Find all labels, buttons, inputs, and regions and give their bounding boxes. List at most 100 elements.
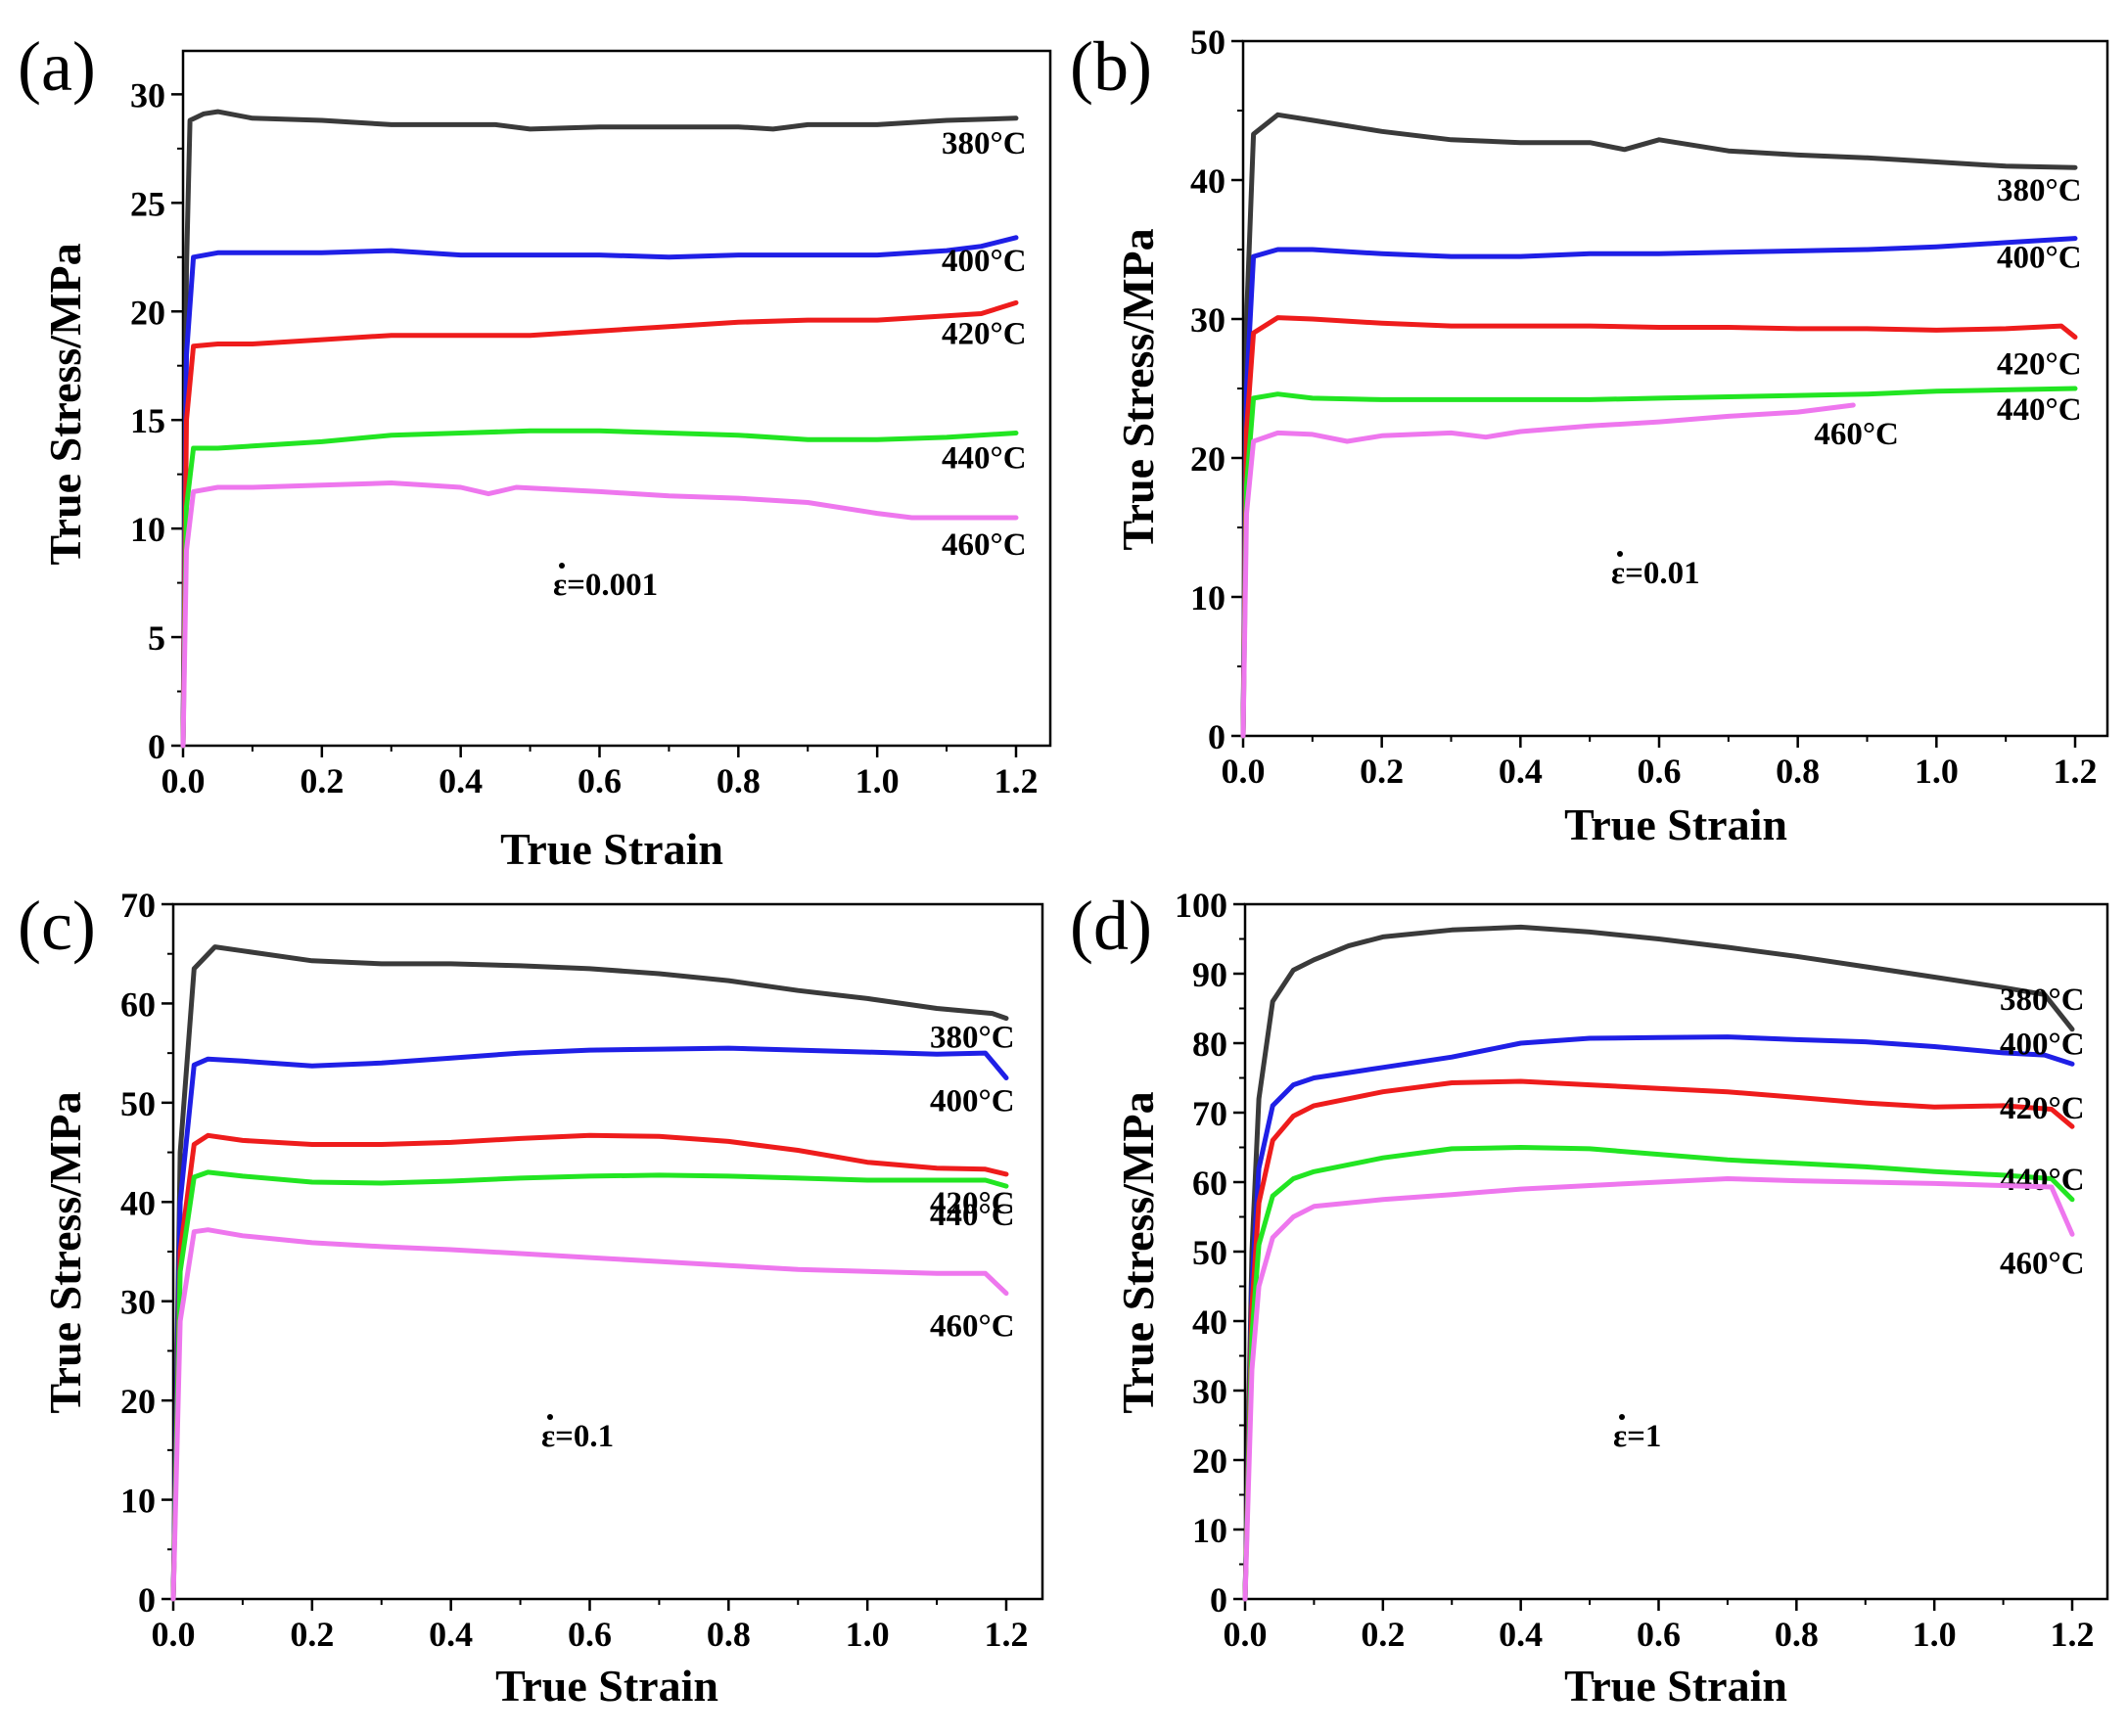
x-tick-label: 1.2 xyxy=(985,1615,1029,1654)
series-line-440 xyxy=(1242,1145,2075,1602)
series-line-440 xyxy=(180,428,1019,749)
x-tick-label: 0.2 xyxy=(1361,1615,1405,1654)
series-line-420 xyxy=(1240,315,2078,739)
x-tick-label: 1.0 xyxy=(1913,1615,1957,1654)
x-tick-label: 0.4 xyxy=(439,761,483,800)
series-label: 400°C xyxy=(1997,241,2082,276)
series-line-400 xyxy=(1242,1034,2075,1602)
x-axis-title: True Strain xyxy=(500,824,723,874)
x-tick-label: 0.0 xyxy=(1222,752,1266,791)
series-line-460 xyxy=(1240,402,1856,739)
y-tick-label: 15 xyxy=(130,401,165,440)
series-label: 420°C xyxy=(942,316,1027,351)
y-tick-label: 0 xyxy=(148,727,165,766)
x-tick-label: 0.6 xyxy=(1638,752,1682,791)
y-tick-label: 50 xyxy=(1190,23,1225,62)
rate-dot-mark xyxy=(559,563,565,569)
y-tick-label: 0 xyxy=(1208,717,1225,756)
y-tick-label: 50 xyxy=(1192,1233,1227,1272)
plot-frame xyxy=(171,902,1044,1601)
y-axis-title: True Stress/MPa xyxy=(40,243,90,565)
y-tick-label: 5 xyxy=(148,618,165,658)
series-label: 420°C xyxy=(1997,346,2082,382)
y-tick-label: 30 xyxy=(130,75,165,114)
series-label: 380°C xyxy=(1997,173,2082,208)
x-tick-label: 0.4 xyxy=(1499,1615,1543,1654)
panel-c: (c) 0.0 0.2 0.4 0.6 0.8 1.0 1.2 0 10 20 30 40 50 60 70 T… xyxy=(18,886,1044,1711)
y-tick-label: 30 xyxy=(120,1283,156,1322)
x-tick-label: 0.2 xyxy=(1360,752,1404,791)
y-tick-label: 70 xyxy=(1192,1094,1227,1133)
y-tick-label: 10 xyxy=(1190,578,1225,617)
series-line-420 xyxy=(1242,1078,2075,1602)
series-line-460 xyxy=(170,1227,1009,1602)
x-tick-label: 1.2 xyxy=(2051,1615,2095,1654)
series-label: 460°C xyxy=(2000,1246,2085,1281)
series-label: 380°C xyxy=(942,126,1027,161)
strain-rate-label: ε=0.001 xyxy=(553,568,658,603)
y-tick-label: 80 xyxy=(1192,1025,1227,1064)
series-label: 440°C xyxy=(2000,1163,2085,1198)
series-label: 400°C xyxy=(942,244,1027,279)
series-label: 440°C xyxy=(942,441,1027,477)
x-tick-label: 1.0 xyxy=(846,1615,890,1654)
y-tick-label: 0 xyxy=(138,1580,156,1620)
series-label: 460°C xyxy=(930,1309,1015,1345)
series-line-420 xyxy=(170,1132,1009,1602)
series-line-460 xyxy=(1242,1176,2075,1602)
y-tick-label: 20 xyxy=(130,293,165,332)
y-tick-label: 90 xyxy=(1192,955,1227,994)
x-tick-label: 0.8 xyxy=(707,1615,751,1654)
x-axis-title: True Strain xyxy=(1564,1661,1787,1711)
x-tick-label: 1.0 xyxy=(1915,752,1959,791)
y-tick-label: 30 xyxy=(1190,300,1225,340)
y-axis-title: True Stress/MPa xyxy=(1113,1091,1163,1413)
x-tick-label: 0.2 xyxy=(300,761,344,800)
y-tick-label: 40 xyxy=(120,1183,156,1222)
series-label: 420°C xyxy=(930,1186,1015,1221)
panel-letter: (a) xyxy=(18,27,96,106)
series-label: 420°C xyxy=(2000,1091,2085,1126)
plot-frame xyxy=(181,49,1052,748)
series-line-420 xyxy=(180,299,1019,749)
x-tick-label: 0.4 xyxy=(429,1615,473,1654)
x-tick-label: 0.6 xyxy=(568,1615,612,1654)
series-label: 440°C xyxy=(930,1198,1015,1233)
panel-b: (b) 0.0 0.2 0.4 0.6 0.8 1.0 1.2 0 10 20 30 40 50 True … xyxy=(1070,23,2109,849)
x-tick-label: 0.4 xyxy=(1499,752,1543,791)
panel-d: (d) 0.0 0.2 0.4 0.6 0.8 1.0 1.2 0 10 20 30 40 50 60 70 8… xyxy=(1070,886,2109,1711)
y-tick-label: 100 xyxy=(1175,886,1227,925)
series-label: 460°C xyxy=(942,527,1027,563)
y-tick-label: 0 xyxy=(1210,1580,1227,1620)
y-tick-label: 10 xyxy=(130,510,165,549)
rate-dot-mark xyxy=(547,1414,553,1420)
strain-rate-label: ε=1 xyxy=(1613,1419,1661,1454)
x-tick-label: 1.0 xyxy=(855,761,900,800)
x-tick-label: 0.0 xyxy=(152,1615,196,1654)
series-label: 460°C xyxy=(1814,417,1899,452)
series-line-460 xyxy=(180,480,1019,749)
y-axis-title: True Stress/MPa xyxy=(1113,228,1163,550)
y-tick-label: 25 xyxy=(130,184,165,223)
series-label: 440°C xyxy=(1997,392,2082,428)
y-tick-label: 60 xyxy=(1192,1164,1227,1203)
series-line-380 xyxy=(170,944,1009,1602)
panel-letter: (d) xyxy=(1070,887,1152,965)
y-tick-label: 20 xyxy=(120,1382,156,1421)
x-tick-label: 1.2 xyxy=(2054,752,2098,791)
panel-letter: (b) xyxy=(1070,27,1152,106)
x-axis-title: True Strain xyxy=(1564,799,1787,849)
series-label: 380°C xyxy=(930,1021,1015,1056)
y-tick-label: 60 xyxy=(120,984,156,1024)
series-label: 400°C xyxy=(930,1084,1015,1119)
y-tick-label: 20 xyxy=(1190,439,1225,479)
x-tick-label: 0.2 xyxy=(290,1615,334,1654)
y-tick-label: 40 xyxy=(1190,161,1225,201)
x-tick-label: 0.8 xyxy=(1775,1615,1819,1654)
x-tick-label: 0.0 xyxy=(1224,1615,1268,1654)
strain-rate-label: ε=0.1 xyxy=(541,1419,614,1454)
y-tick-label: 10 xyxy=(120,1482,156,1521)
panel-a: (a) 0.0 0.2 0.4 0.6 0.8 1.0 1.2 0 5 10 15 20 25 30 True… xyxy=(18,27,1052,874)
series-label: 400°C xyxy=(2000,1027,2085,1062)
